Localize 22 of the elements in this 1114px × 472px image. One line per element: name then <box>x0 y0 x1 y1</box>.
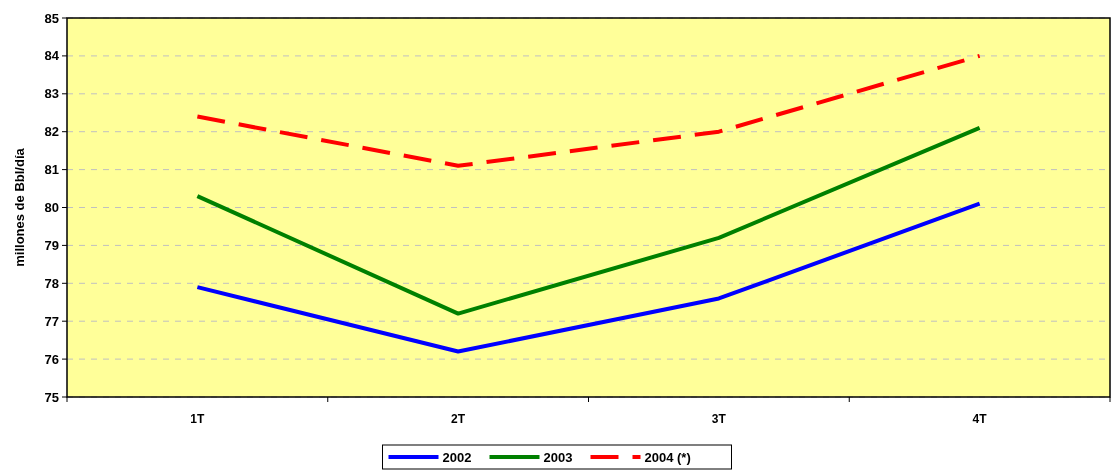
line-series <box>195 125 982 316</box>
x-tick-label: 3T <box>711 412 727 426</box>
y-tick-label: 83 <box>44 86 59 102</box>
x-tick-label: 1T <box>190 412 206 426</box>
x-tick-label: 4T <box>972 412 988 426</box>
y-tick-label: 75 <box>44 389 59 405</box>
y-axis-title: millones de Bbl/día <box>12 147 27 267</box>
y-tick-label: 82 <box>44 124 59 140</box>
line-series <box>195 201 982 354</box>
y-tick-label: 84 <box>44 48 60 64</box>
y-tick-label: 76 <box>44 351 59 367</box>
y-tick-label: 79 <box>44 237 59 253</box>
y-tick-label: 80 <box>44 200 59 216</box>
legend-label: 2002 <box>442 449 472 465</box>
x-tick-label: 2T <box>451 412 466 426</box>
y-tick-label: 81 <box>44 162 59 178</box>
line-series <box>195 53 982 168</box>
y-tick-label: 77 <box>44 313 59 329</box>
legend-label: 2003 <box>543 449 573 465</box>
y-tick-label: 85 <box>44 10 59 26</box>
y-tick-label: 78 <box>44 275 59 291</box>
legend-label: 2004 (*) <box>644 449 691 465</box>
